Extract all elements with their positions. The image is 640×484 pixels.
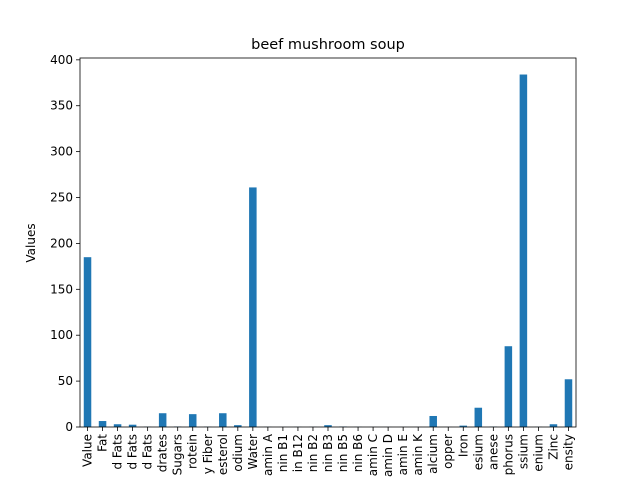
x-tick-label: d Fats (111, 434, 125, 470)
bar (475, 408, 483, 427)
bar (249, 187, 257, 427)
x-tick-label: nin B2 (306, 434, 320, 472)
x-tick-label: amin A (261, 433, 275, 476)
y-tick-label: 200 (50, 236, 73, 250)
bar (505, 346, 513, 427)
x-tick-label: odium (231, 434, 245, 472)
x-tick-label: in B12 (291, 434, 305, 472)
bar (159, 413, 167, 427)
x-tick-label: alcium (426, 434, 440, 474)
y-tick-label: 350 (50, 99, 73, 113)
x-tick-label: amin D (381, 434, 395, 477)
x-tick-label: phorus (501, 434, 515, 475)
axes-frame (80, 58, 576, 427)
bar (189, 414, 197, 427)
x-tick-label: esterol (216, 434, 230, 475)
bar (565, 379, 573, 427)
y-axis-label: Values (24, 223, 38, 262)
x-tick-label: amin C (366, 434, 380, 476)
x-tick-label: amin K (411, 433, 425, 476)
x-tick-label: nin B1 (276, 434, 290, 472)
x-tick-label: d Fats (126, 434, 140, 470)
bar (99, 421, 107, 427)
bar (520, 75, 528, 427)
bar (114, 424, 122, 427)
x-tick-label: rotein (186, 434, 200, 469)
x-tick-label: nin B5 (336, 434, 350, 472)
x-tick-label: ensity (561, 434, 575, 470)
bar (429, 416, 437, 427)
x-tick-label: nin B6 (351, 434, 365, 472)
x-tick-label: d Fats (141, 434, 155, 470)
x-tick-label: Water (246, 434, 260, 470)
y-tick-label: 0 (65, 420, 73, 434)
x-tick-label: opper (441, 434, 455, 469)
x-tick-label: enium (531, 434, 545, 472)
x-tick-label: amin E (396, 434, 410, 475)
y-tick-label: 300 (50, 145, 73, 159)
x-tick-label: drates (156, 434, 170, 472)
bar (219, 413, 227, 427)
x-tick-label: Sugars (171, 434, 185, 475)
x-tick-label: Fat (96, 434, 110, 452)
x-tick-label: anese (486, 434, 500, 470)
y-tick-label: 400 (50, 53, 73, 67)
bar (550, 424, 558, 427)
y-tick-label: 100 (50, 328, 73, 342)
y-tick-label: 250 (50, 191, 73, 205)
x-tick-label: nin B3 (321, 434, 335, 472)
x-tick-label: Value (81, 434, 95, 467)
y-tick-label: 150 (50, 282, 73, 296)
x-tick-label: esium (471, 434, 485, 470)
bar (84, 257, 92, 427)
x-tick-label: Zinc (546, 434, 560, 460)
chart-title: beef mushroom soup (251, 37, 405, 53)
x-tick-label: y Fiber (201, 434, 215, 474)
x-tick-label: Iron (456, 434, 470, 457)
y-tick-label: 50 (58, 374, 73, 388)
x-tick-label: ssium (516, 434, 530, 469)
